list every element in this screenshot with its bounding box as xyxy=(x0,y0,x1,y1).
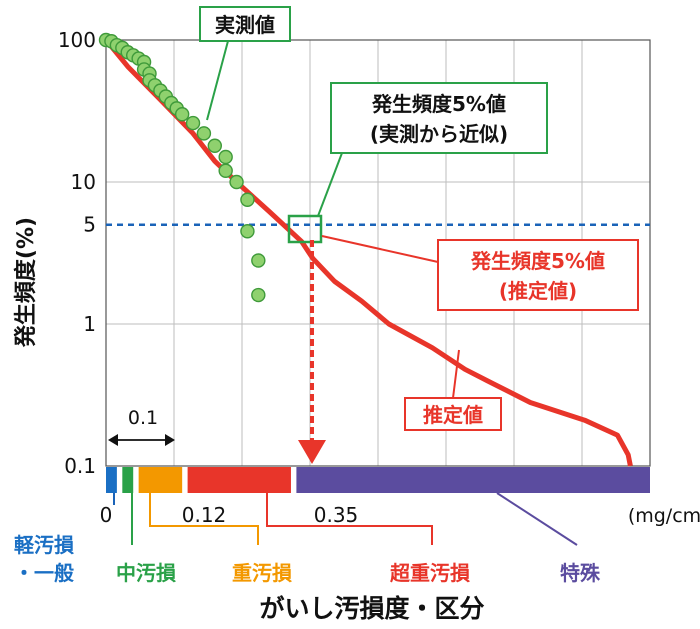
category-label: 超重汚損 xyxy=(389,561,471,585)
measured-series-points xyxy=(98,32,266,303)
measured-5pct-callout: 発生頻度5%値 (実測から近似) xyxy=(287,82,548,244)
x-tick-label: 0.12 xyxy=(182,503,227,527)
measured-callout-text: 実測値 xyxy=(215,13,275,37)
x-axis-label: がいし汚損度・区分 xyxy=(259,594,484,623)
measured-point xyxy=(240,192,255,207)
category-segment xyxy=(106,467,117,493)
estimated-5pct-callout: 発生頻度5%値 (推定値) xyxy=(321,235,639,311)
measured-point xyxy=(196,126,212,141)
x-unit-label: (mg/cm²) xyxy=(628,505,700,527)
category-label: ・一般 xyxy=(14,561,74,585)
x-tick-label: 0 xyxy=(100,503,113,527)
estimated-callout-text: 推定値 xyxy=(423,403,483,427)
plot-frame xyxy=(105,39,651,467)
category-bar xyxy=(106,467,650,493)
category-label: 重汚損 xyxy=(232,561,293,585)
category-segment xyxy=(187,467,291,493)
estimated-5pct-line1: 発生頻度5%値 xyxy=(470,249,605,273)
category-labels: 軽汚損・一般 中汚損 重汚損 超重汚損 特殊 xyxy=(14,533,601,585)
measured-point xyxy=(251,287,266,303)
estimated-callout: 推定値 xyxy=(404,349,502,431)
measured-point xyxy=(207,138,223,153)
measured-point xyxy=(229,174,244,190)
measured-point xyxy=(174,107,190,122)
category-label: 特殊 xyxy=(560,561,601,585)
category-segment xyxy=(122,467,134,493)
category-label: 軽汚損 xyxy=(14,533,75,557)
x-tick-label: 0.35 xyxy=(314,503,359,527)
category-segment xyxy=(296,467,650,493)
category-segment xyxy=(138,467,183,493)
estimated-series-line xyxy=(104,38,633,467)
interval-label: 0.1 xyxy=(128,407,158,429)
x-tick-labels: 0 0.12 0.35 xyxy=(100,503,359,527)
measured-point xyxy=(218,149,233,165)
intersection-marker xyxy=(287,214,323,244)
five-percent-drop-arrow xyxy=(298,240,326,464)
measured-point xyxy=(240,224,255,239)
y-tick-label: 100 xyxy=(58,28,96,52)
measured-point xyxy=(218,163,233,178)
measured-5pct-line2: (実測から近似) xyxy=(370,122,508,146)
measured-point xyxy=(251,253,266,268)
estimated-5pct-line2: (推定値) xyxy=(499,279,577,303)
category-connectors xyxy=(113,492,578,546)
category-label: 中汚損 xyxy=(116,561,177,585)
measured-point xyxy=(185,115,201,131)
measured-callout: 実測値 xyxy=(199,6,291,121)
y-axis-label: 発生頻度(%) xyxy=(13,217,39,348)
y-tick-label: 5 xyxy=(83,213,96,237)
measured-5pct-line1: 発生頻度5%値 xyxy=(371,92,506,116)
interval-arrow xyxy=(108,434,175,446)
y-tick-label: 1 xyxy=(83,312,96,336)
y-tick-label: 0.1 xyxy=(64,454,96,478)
y-tick-label: 10 xyxy=(71,170,96,194)
y-tick-labels: 0.1 1 5 10 100 xyxy=(58,28,96,478)
